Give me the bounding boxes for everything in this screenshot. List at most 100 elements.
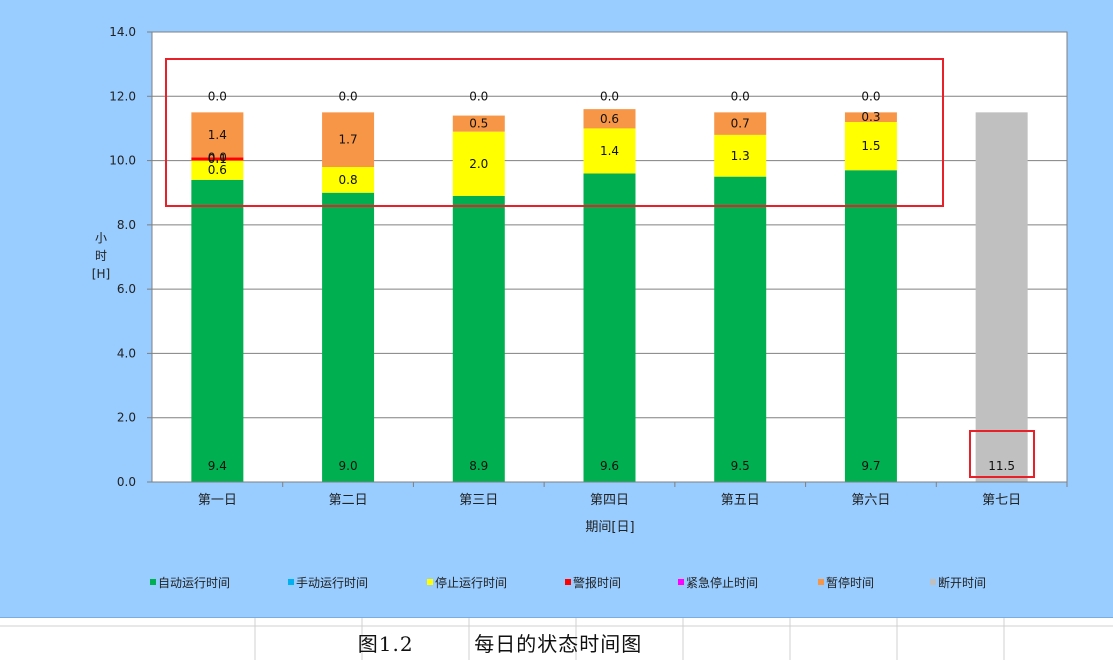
y-tick-label: 0.0	[117, 475, 136, 489]
legend-item: 断开时间	[930, 575, 986, 590]
legend-item: 警报时间	[565, 575, 621, 590]
y-tick-label: 8.0	[117, 218, 136, 232]
legend: 自动运行时间 手动运行时间 停止运行时间 警报时间 紧急停止时间 暂停时间 断开时间	[150, 575, 986, 590]
y-tick-label: 14.0	[109, 25, 136, 39]
y-tick-label: 2.0	[117, 411, 136, 425]
y-axis-label: 小时 [H]	[92, 231, 110, 281]
y-axis-label-char: 小	[95, 231, 107, 245]
legend-label: 紧急停止时间	[686, 575, 758, 590]
legend-swatch	[565, 579, 571, 585]
x-tick-label: 第一日	[198, 493, 237, 508]
legend-item: 暂停时间	[818, 575, 874, 590]
legend-label: 自动运行时间	[158, 576, 230, 590]
legend-item: 手动运行时间	[288, 576, 368, 590]
figure-number: 图1.2	[357, 632, 414, 656]
data-label: 0.0	[469, 89, 488, 103]
data-label: 0.0	[208, 150, 227, 164]
bar-segment	[322, 167, 375, 193]
data-label: 8.9	[469, 459, 488, 473]
y-tick-labels: 0.0 2.0 4.0 6.0 8.0 10.0 12.0 14.0	[109, 25, 136, 489]
data-label: 0.0	[600, 89, 619, 103]
bar-segment	[191, 160, 244, 180]
data-label: 9.5	[731, 459, 750, 473]
data-label: 0.0	[861, 89, 880, 103]
bar-segment	[844, 122, 897, 171]
data-labels: 9.40.60.10.01.40.09.00.81.70.08.92.00.50…	[208, 89, 1015, 473]
data-label: 1.4	[600, 144, 619, 158]
data-label: 11.5	[988, 459, 1015, 473]
bar-segment	[714, 112, 767, 135]
data-label: 0.0	[339, 89, 358, 103]
legend-swatch	[427, 579, 433, 585]
data-label: 0.1	[208, 152, 227, 166]
x-tick-label: 第三日	[459, 493, 498, 508]
bar-segment	[452, 195, 505, 482]
bar-segment	[714, 134, 767, 177]
data-label: 9.6	[600, 459, 619, 473]
bar-segment	[322, 192, 375, 482]
data-label: 1.5	[861, 139, 880, 153]
legend-swatch	[818, 579, 824, 585]
x-tick-label: 第二日	[329, 493, 368, 508]
figure-caption: 图1.2 每日的状态时间图	[0, 628, 1000, 657]
x-axis-label: 期间[日]	[585, 520, 634, 535]
data-label: 0.0	[731, 89, 750, 103]
y-tick-label: 4.0	[117, 346, 136, 360]
data-label: 0.5	[469, 117, 488, 131]
bar-segment	[844, 170, 897, 482]
data-label: 0.8	[339, 173, 358, 187]
x-tick-label: 第四日	[590, 493, 629, 508]
y-axis-label-char: [H]	[92, 267, 110, 281]
bar-segment	[452, 131, 505, 196]
legend-item: 紧急停止时间	[678, 575, 758, 590]
x-tick-labels: 第一日 第二日 第三日 第四日 第五日 第六日 第七日	[152, 481, 1068, 508]
legend-label: 手动运行时间	[296, 576, 368, 590]
highlight-box	[165, 58, 944, 207]
y-tick-label: 10.0	[109, 154, 136, 168]
legend-swatch	[930, 579, 936, 585]
x-tick-label: 第七日	[982, 493, 1021, 508]
data-label: 0.3	[861, 110, 880, 124]
legend-swatch	[150, 579, 156, 585]
bar-segment	[583, 128, 636, 174]
data-label: 9.4	[208, 459, 227, 473]
highlight-box	[969, 430, 1035, 478]
legend-item: 停止运行时间	[427, 575, 507, 590]
bar-segment	[452, 115, 505, 132]
data-label: 0.6	[208, 163, 227, 177]
bar-segment	[322, 112, 375, 167]
data-label: 0.6	[600, 112, 619, 126]
legend-swatch	[288, 579, 294, 585]
x-tick-label: 第五日	[721, 493, 760, 508]
bar-segment	[583, 173, 636, 482]
x-tick-label: 第六日	[851, 493, 890, 508]
data-label: 0.0	[208, 89, 227, 103]
bar-segment	[844, 112, 897, 122]
bar-segment	[191, 112, 244, 158]
legend-label: 断开时间	[938, 575, 986, 590]
bar-segment	[191, 157, 244, 161]
y-axis-label-char: 时	[95, 249, 107, 263]
data-label: 1.7	[339, 133, 358, 147]
bar-segment	[975, 112, 1028, 482]
y-tick-label: 6.0	[117, 282, 136, 296]
bar-segment	[191, 179, 244, 482]
legend-label: 停止运行时间	[435, 575, 507, 590]
data-label: 9.0	[339, 459, 358, 473]
bar-segment	[583, 109, 636, 129]
figure-title: 每日的状态时间图	[474, 632, 643, 656]
legend-item: 自动运行时间	[150, 576, 230, 590]
legend-swatch	[678, 579, 684, 585]
data-label: 0.7	[731, 117, 750, 131]
data-label: 1.4	[208, 128, 227, 142]
data-label: 2.0	[469, 157, 488, 171]
bar-series	[191, 109, 1028, 482]
data-label: 9.7	[861, 459, 880, 473]
legend-label: 警报时间	[573, 575, 621, 590]
bar-segment	[714, 176, 767, 482]
legend-label: 暂停时间	[826, 575, 874, 590]
chart-container: 0.0 2.0 4.0 6.0 8.0 10.0 12.0 14.0 9.4 0.6 0.1 0.0…	[0, 0, 1113, 618]
y-tick-label: 12.0	[109, 89, 136, 103]
stacked-bar-chart: 0.02.04.06.08.010.012.014.0 9.40.60.10.0…	[92, 25, 1068, 590]
